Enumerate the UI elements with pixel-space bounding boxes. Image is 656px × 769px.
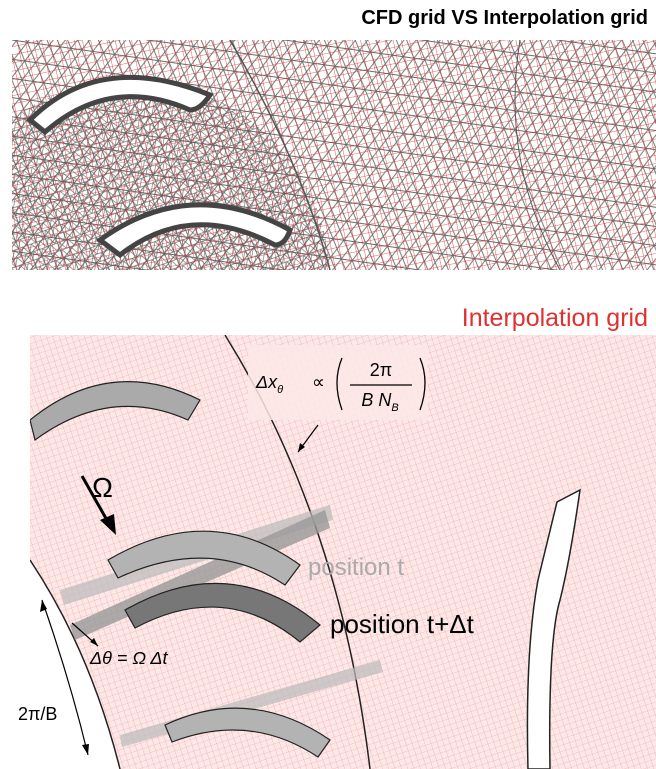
formula-relation: ∝ bbox=[312, 372, 325, 392]
formula-denominator-sub: B bbox=[391, 402, 398, 414]
formula-denominator-main: B N bbox=[361, 390, 392, 410]
formula-lhs-main: Δx bbox=[255, 372, 278, 392]
dtheta-label: Δθ = Ω Δt bbox=[89, 648, 168, 668]
diagram: CFD grid VS Interpolation grid Interpola… bbox=[0, 0, 656, 769]
position-t-label: position t bbox=[308, 554, 404, 581]
formula-lhs-sub: θ bbox=[277, 384, 283, 396]
omega-label: Ω bbox=[92, 472, 113, 503]
position-t-dt-label: position t+Δt bbox=[330, 609, 475, 639]
pitch-label: 2π/B bbox=[18, 704, 57, 724]
panel-title: Interpolation grid bbox=[462, 304, 648, 332]
header-title: CFD grid VS Interpolation grid bbox=[361, 7, 648, 29]
formula-numerator: 2π bbox=[370, 360, 392, 380]
page: {"header": {"title": "CFD grid VS Interp… bbox=[0, 0, 656, 769]
